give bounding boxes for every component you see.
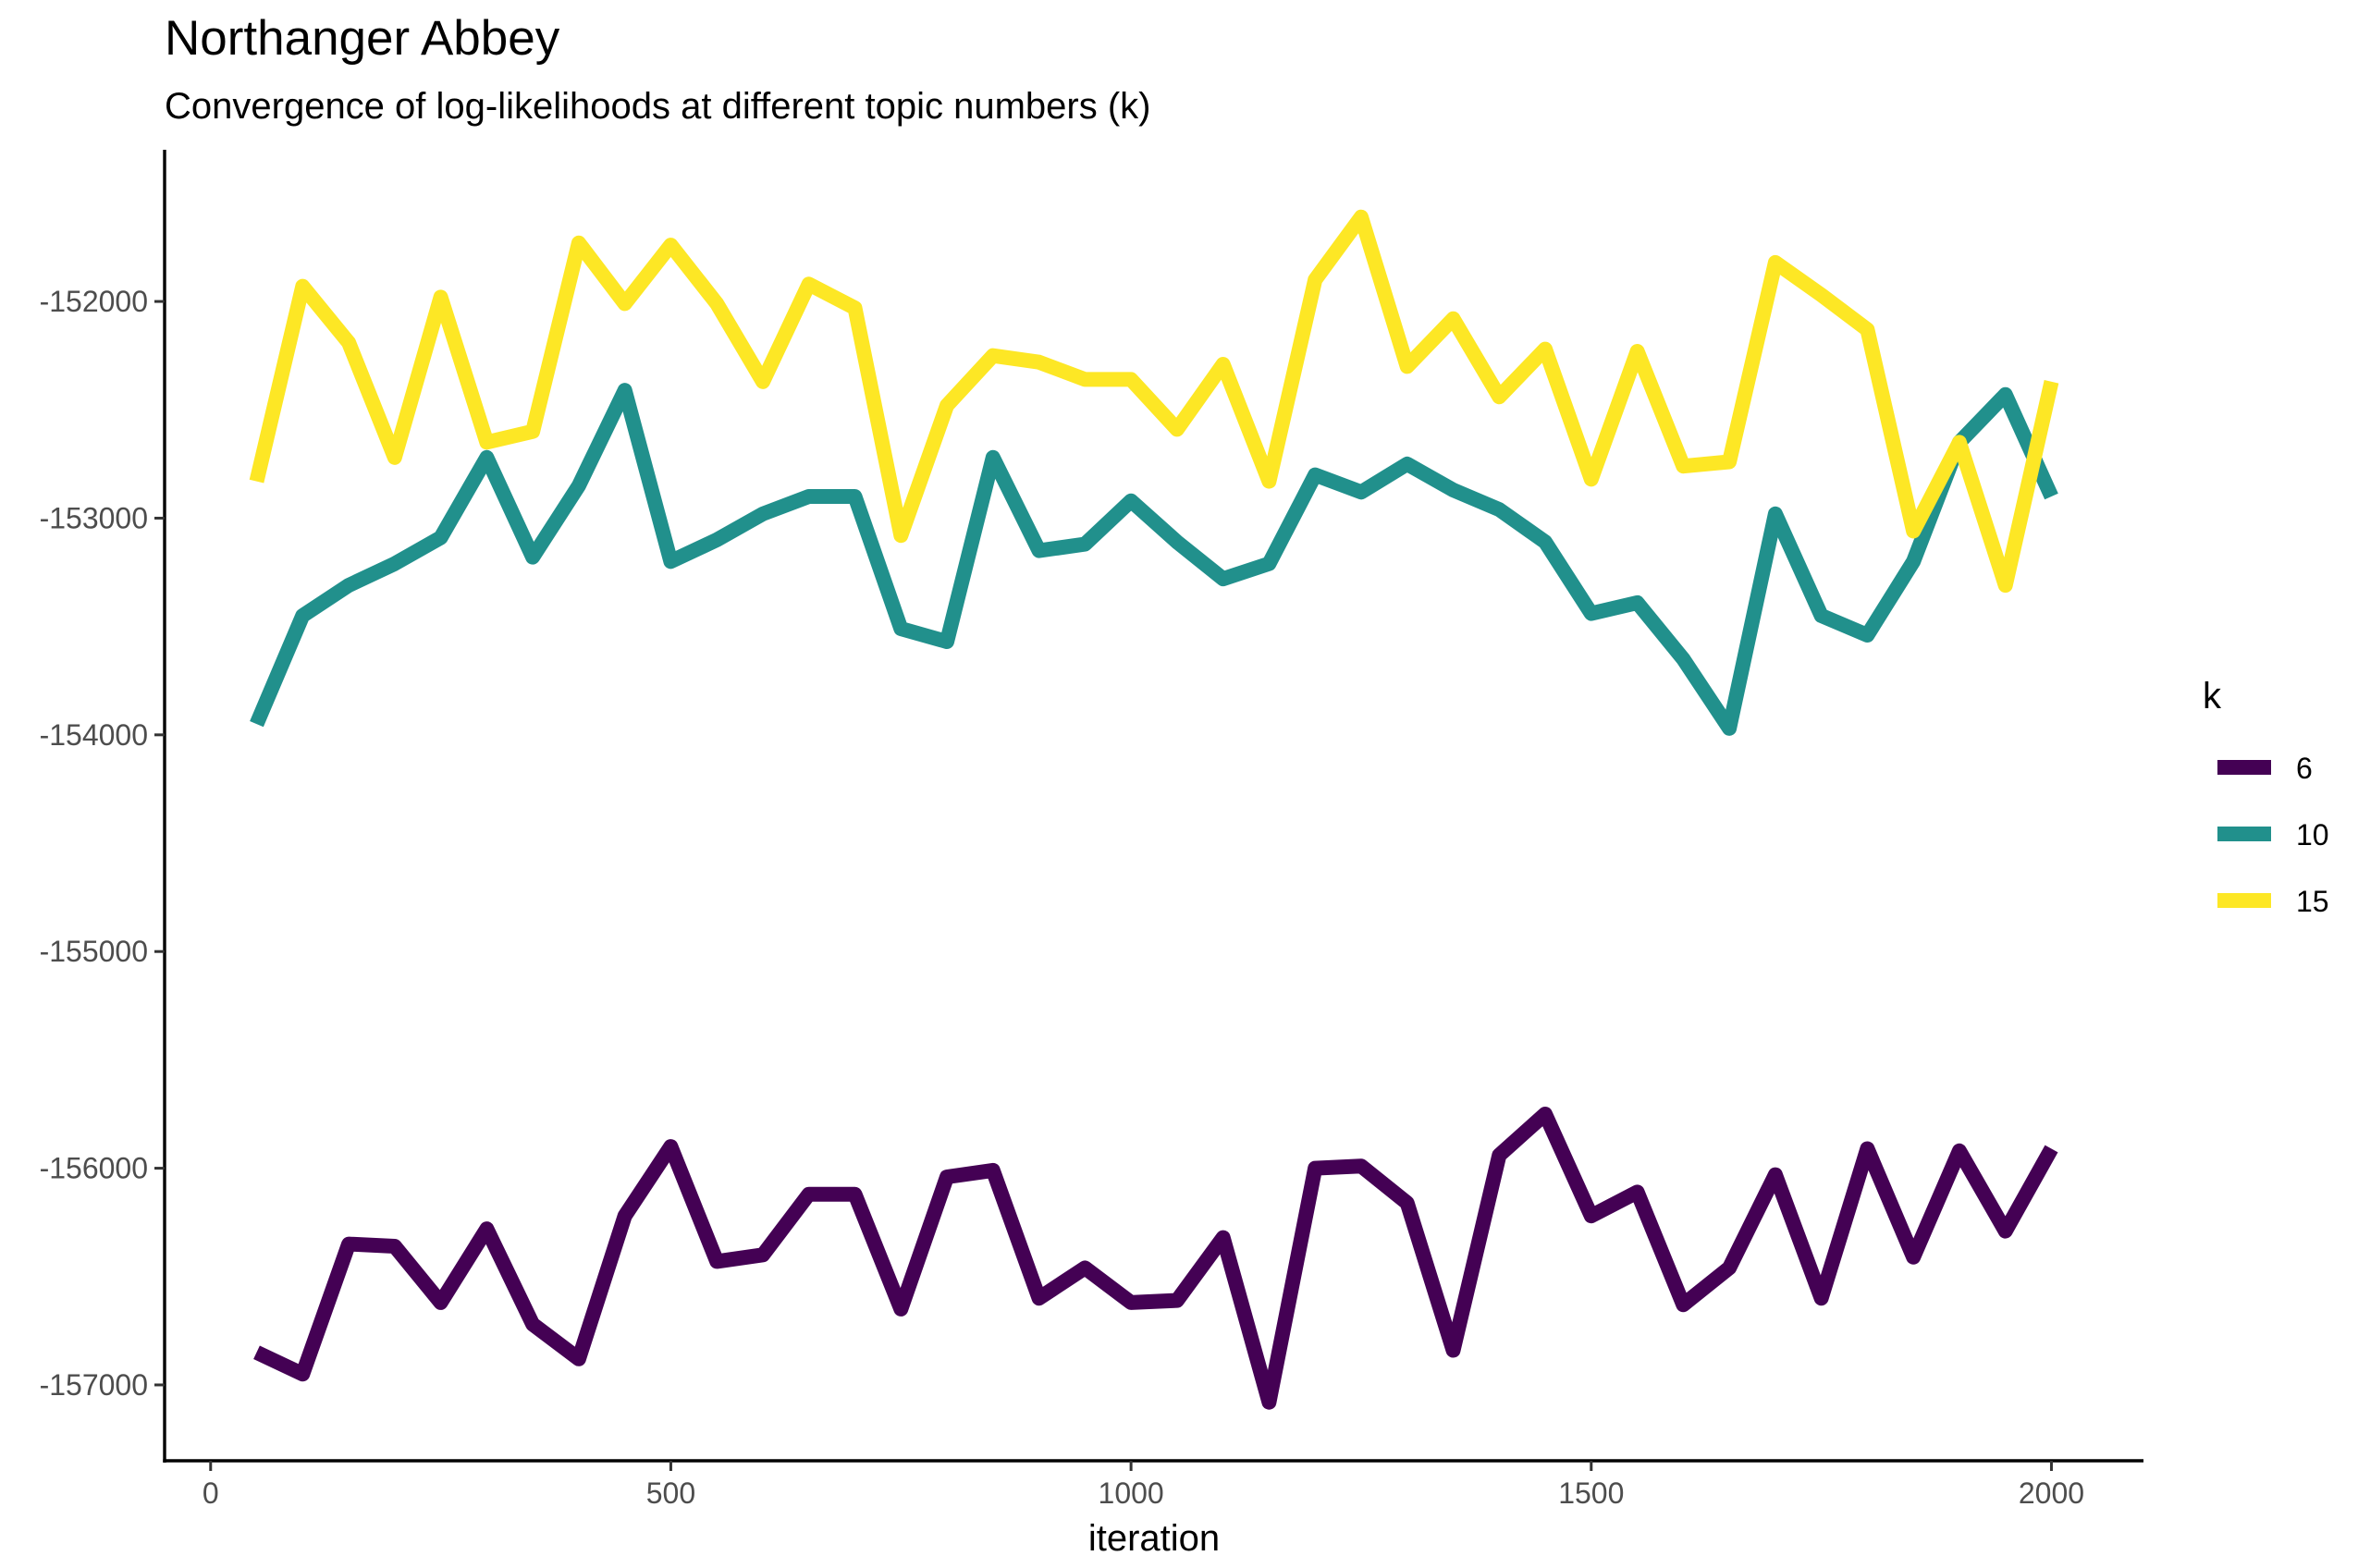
- legend-label-k15: 15: [2296, 885, 2329, 918]
- legend-title: k: [2203, 676, 2222, 717]
- legend: 6 10 15: [2217, 752, 2329, 918]
- y-tick-label: -157000: [40, 1368, 148, 1402]
- series-line-k10: [250, 383, 2058, 736]
- series-layer: [249, 209, 2059, 1410]
- legend-label-k10: 10: [2296, 818, 2329, 851]
- y-tick-label: -155000: [40, 935, 148, 968]
- y-tick-label: -154000: [40, 718, 148, 752]
- chart-subtitle: Convergence of log-likelihoods at differ…: [165, 86, 1150, 127]
- chart-title: Northanger Abbey: [165, 11, 560, 66]
- x-axis-title: iteration: [1088, 1518, 1220, 1559]
- series-line-k6: [253, 1107, 2058, 1410]
- y-tick-label: -152000: [40, 285, 148, 318]
- legend-label-k6: 6: [2296, 752, 2313, 785]
- x-tick-label: 0: [203, 1476, 219, 1510]
- x-axis-ticks: 0 500 1000 1500 2000: [203, 1461, 2084, 1510]
- x-tick-label: 1500: [1558, 1476, 1624, 1510]
- y-axis-ticks: -152000 -153000 -154000 -155000 -156000 -1570…: [40, 285, 165, 1402]
- y-tick-label: -153000: [40, 501, 148, 534]
- x-tick-label: 2000: [2019, 1476, 2084, 1510]
- y-tick-label: -156000: [40, 1152, 148, 1185]
- x-tick-label: 500: [646, 1476, 695, 1510]
- series-line-k15: [249, 209, 2059, 594]
- x-tick-label: 1000: [1099, 1476, 1164, 1510]
